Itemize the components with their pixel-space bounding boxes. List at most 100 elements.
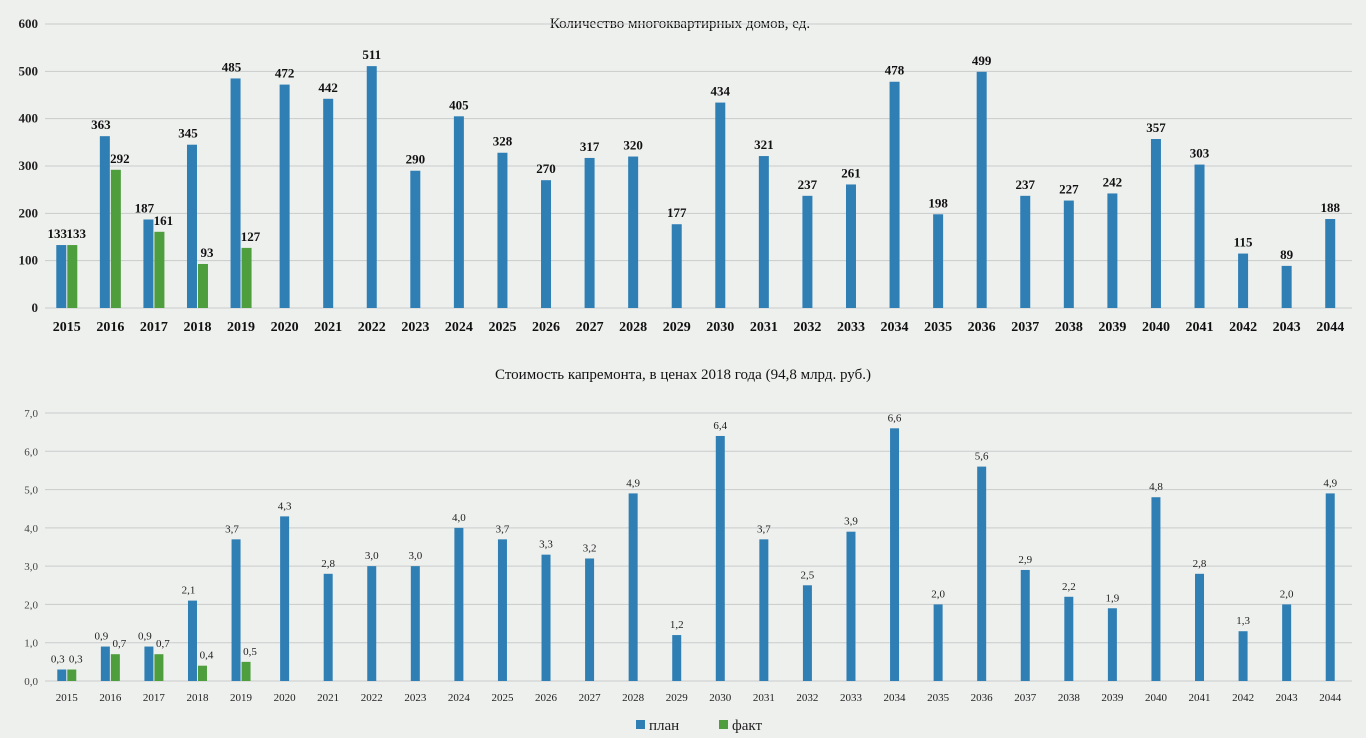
y-tick-label: 600 (19, 16, 39, 31)
bar-plan (1020, 569, 1030, 681)
bar-plan (628, 493, 638, 681)
bar-plan (410, 566, 420, 681)
x-tick-label: 2039 (1101, 692, 1124, 704)
x-tick-label: 2033 (837, 320, 865, 335)
bar-plan (845, 184, 856, 308)
data-label: 93 (200, 245, 214, 260)
bar-plan (410, 170, 421, 308)
data-label: 478 (885, 63, 905, 78)
bar-plan (672, 635, 682, 681)
bar-plan (1195, 573, 1205, 681)
x-tick-label: 2022 (358, 320, 386, 335)
x-tick-label: 2041 (1189, 692, 1211, 704)
data-label: 237 (1016, 177, 1036, 192)
y-tick-label: 1,0 (24, 638, 38, 650)
data-label: 3,0 (365, 550, 379, 562)
x-tick-label: 2043 (1273, 320, 1301, 335)
data-label: 237 (798, 177, 818, 192)
bar-plan (280, 516, 290, 681)
y-tick-label: 500 (19, 63, 39, 78)
data-label: 0,9 (138, 631, 152, 643)
data-label: 4,0 (452, 512, 466, 524)
x-tick-label: 2019 (230, 692, 253, 704)
x-tick-label: 2037 (1011, 320, 1039, 335)
x-tick-label: 2042 (1232, 692, 1254, 704)
data-label: 0,3 (69, 654, 83, 666)
data-label: 1,2 (670, 619, 684, 631)
x-tick-label: 2017 (140, 320, 168, 335)
bar-plan (1150, 139, 1161, 308)
bar-fact (197, 263, 208, 308)
bar-plan (323, 98, 334, 308)
data-label: 6,4 (713, 420, 727, 432)
chart-title-cost: Стоимость капремонта, в ценах 2018 года … (495, 367, 871, 383)
x-tick-label: 2018 (186, 692, 209, 704)
data-label: 0,5 (243, 646, 257, 658)
data-label: 405 (449, 97, 469, 112)
legend-label-fact: факт (732, 718, 762, 734)
y-tick-label: 0 (32, 300, 39, 315)
x-tick-label: 2026 (532, 320, 560, 335)
data-label: 198 (928, 195, 948, 210)
x-tick-label: 2034 (884, 692, 907, 704)
bar-plan (143, 219, 154, 308)
x-tick-label: 2036 (968, 320, 996, 335)
x-tick-label: 2035 (924, 320, 952, 335)
x-tick-label: 2029 (666, 692, 689, 704)
bar-plan (231, 539, 241, 681)
bar-plan (890, 428, 900, 681)
bar-plan (497, 152, 508, 308)
data-label: 270 (536, 161, 556, 176)
data-label: 472 (275, 66, 295, 81)
y-tick-label: 2,0 (24, 599, 38, 611)
data-label: 3,0 (408, 550, 422, 562)
data-label: 290 (406, 152, 426, 167)
data-label: 485 (222, 59, 242, 74)
data-label: 2,2 (1062, 581, 1076, 593)
bar-plan (144, 646, 154, 681)
data-label: 4,8 (1149, 481, 1163, 493)
x-tick-label: 2038 (1058, 692, 1081, 704)
data-label: 6,6 (888, 412, 902, 424)
bar-plan (758, 156, 769, 308)
x-tick-label: 2027 (576, 320, 604, 335)
bar-plan (759, 539, 769, 681)
x-tick-label: 2020 (271, 320, 299, 335)
bar-plan (497, 539, 507, 681)
x-tick-label: 2018 (183, 320, 211, 335)
x-tick-label: 2015 (53, 320, 81, 335)
data-label: 321 (754, 137, 774, 152)
data-label: 161 (154, 213, 174, 228)
x-tick-label: 2017 (143, 692, 166, 704)
y-tick-label: 4,0 (24, 523, 38, 535)
x-tick-label: 2044 (1316, 320, 1344, 335)
y-tick-label: 7,0 (24, 408, 38, 420)
data-label: 89 (1280, 247, 1294, 262)
x-tick-label: 2032 (793, 320, 821, 335)
bar-fact (197, 665, 207, 681)
data-label: 434 (711, 84, 731, 99)
bar-plan (1238, 253, 1249, 308)
bar-plan (802, 195, 813, 308)
bar-plan (584, 157, 595, 308)
data-label: 2,0 (931, 588, 945, 600)
legend-label-plan: план (649, 718, 679, 734)
bar-plan (715, 102, 726, 308)
bar-plan (933, 604, 943, 681)
x-tick-label: 2043 (1276, 692, 1299, 704)
data-label: 187 (135, 200, 155, 215)
data-label: 2,9 (1018, 554, 1032, 566)
bar-plan (100, 646, 110, 681)
bar-fact (67, 245, 78, 308)
legend-swatch-fact (719, 720, 728, 729)
bar-plan (846, 531, 856, 681)
bar-plan (1325, 493, 1335, 681)
bar-plan (187, 600, 197, 681)
x-tick-label: 2023 (401, 320, 429, 335)
x-tick-label: 2022 (361, 692, 383, 704)
data-label: 0,7 (112, 638, 126, 650)
data-label: 499 (972, 53, 992, 68)
x-tick-label: 2029 (663, 320, 691, 335)
data-label: 242 (1103, 174, 1123, 189)
